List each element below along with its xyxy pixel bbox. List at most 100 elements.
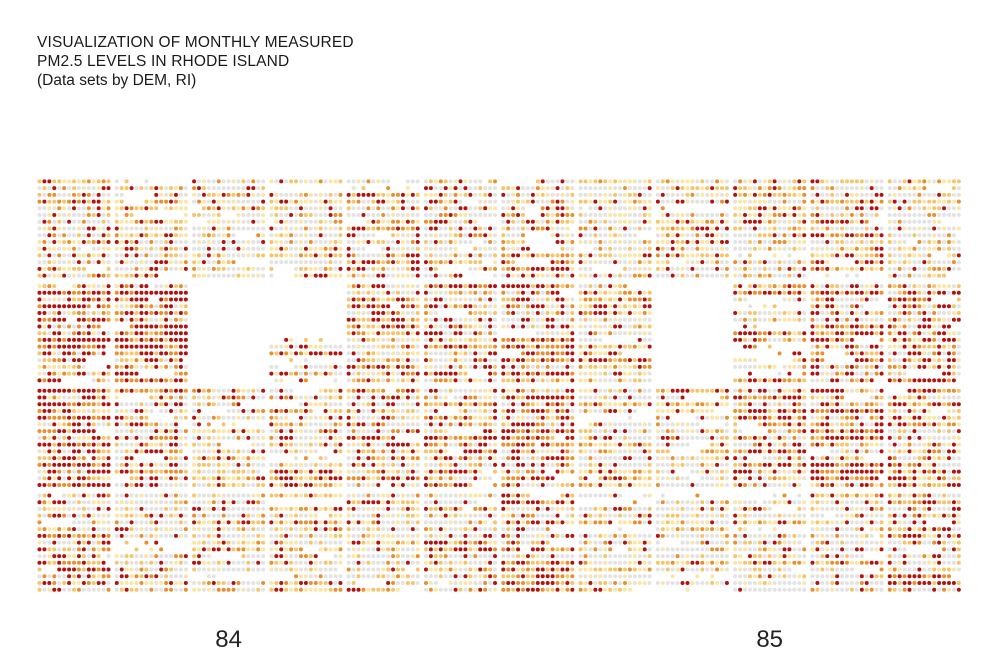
dot-very-high <box>96 483 101 488</box>
dot-low <box>618 246 623 251</box>
dot-very-high <box>81 395 86 400</box>
dot-very-high <box>560 324 565 329</box>
dot-low <box>627 186 632 191</box>
dot-low <box>956 213 961 218</box>
panel-r0-c3 <box>269 179 343 278</box>
dot-very-high <box>488 371 493 376</box>
dot-low <box>565 273 570 278</box>
dot-moderate <box>570 219 575 224</box>
dot-high <box>506 226 511 231</box>
dot-moderate <box>106 476 111 481</box>
dot-low <box>274 226 279 231</box>
dot-high <box>917 239 922 244</box>
dot-high <box>777 266 782 271</box>
dot-high <box>169 469 174 474</box>
dot-elevated <box>506 371 511 376</box>
dot-moderate <box>618 219 623 224</box>
dot-very-high <box>221 395 226 400</box>
dot-very-high <box>124 206 129 211</box>
dot-very-high <box>206 253 211 258</box>
dot-very-high <box>874 344 879 349</box>
dot-moderate <box>221 429 226 434</box>
dot-very-high <box>81 429 86 434</box>
dot-very-high <box>37 442 42 447</box>
dot-elevated <box>106 213 111 218</box>
dot-very-high <box>114 297 119 302</box>
dot-low <box>405 199 410 204</box>
dot-low <box>603 233 608 238</box>
dot-moderate <box>400 246 405 251</box>
dot-very-high <box>565 344 570 349</box>
dot-very-high <box>366 304 371 309</box>
dot-elevated <box>448 337 453 342</box>
dot-moderate <box>366 371 371 376</box>
dot-high <box>351 273 356 278</box>
dot-moderate <box>946 284 951 289</box>
dot-elevated <box>511 219 516 224</box>
dot-very-high <box>52 462 57 467</box>
dot-very-high <box>149 483 154 488</box>
dot-moderate <box>747 179 752 184</box>
dot-low <box>506 290 511 295</box>
dot-low <box>308 206 313 211</box>
dot-high <box>119 378 124 383</box>
dot-moderate <box>313 246 318 251</box>
dot-very-high <box>511 266 516 271</box>
dot-low <box>598 371 603 376</box>
dot-elevated <box>747 284 752 289</box>
dot-high <box>647 358 652 363</box>
dot-moderate <box>840 311 845 315</box>
dot-elevated <box>588 290 593 295</box>
dot-high <box>192 266 197 271</box>
dot-moderate <box>830 266 835 271</box>
dot-low <box>501 317 506 322</box>
dot-very-high <box>159 395 164 400</box>
dot-moderate <box>396 273 400 278</box>
dot-moderate <box>164 284 169 289</box>
dot-very-high <box>815 260 820 265</box>
dot-low <box>400 290 405 295</box>
dot-elevated <box>346 331 351 336</box>
dot-moderate <box>42 469 47 474</box>
dot-low <box>670 192 675 197</box>
dot-moderate <box>405 233 410 238</box>
panel-r1-c10 <box>810 284 884 383</box>
dot-moderate <box>197 449 201 454</box>
dot-low <box>178 476 183 481</box>
dot-moderate <box>251 456 256 461</box>
dot-low <box>396 378 400 383</box>
dot-very-high <box>169 311 174 315</box>
dot-moderate <box>164 476 169 481</box>
dot-high <box>453 324 458 329</box>
dot-low <box>458 253 463 258</box>
dot-elevated <box>72 179 76 184</box>
dot-moderate <box>535 297 540 302</box>
dot-very-high <box>897 206 902 211</box>
dot-very-high <box>825 304 830 309</box>
dot-very-high <box>733 186 738 191</box>
dot-very-high <box>86 226 91 231</box>
dot-moderate <box>550 226 555 231</box>
dot-moderate <box>134 462 139 467</box>
dot-low <box>655 273 660 278</box>
dot-low <box>647 331 652 336</box>
dot-moderate <box>139 246 144 251</box>
dot-low <box>627 273 632 278</box>
dot-low <box>521 304 525 309</box>
dot-moderate <box>767 317 772 322</box>
dot-low <box>72 260 76 265</box>
dot-elevated <box>37 273 42 278</box>
dot-elevated <box>583 199 588 204</box>
dot-elevated <box>201 233 206 238</box>
dot-very-high <box>328 253 333 258</box>
dot-moderate <box>907 186 912 191</box>
dot-moderate <box>405 186 410 191</box>
dot-high <box>897 284 902 289</box>
dot-high <box>86 213 91 218</box>
dot-low <box>106 219 111 224</box>
dot-very-high <box>912 344 917 349</box>
dot-high <box>159 324 164 329</box>
dot-very-high <box>144 273 149 278</box>
dot-low <box>545 179 550 184</box>
dot-elevated <box>859 297 864 302</box>
